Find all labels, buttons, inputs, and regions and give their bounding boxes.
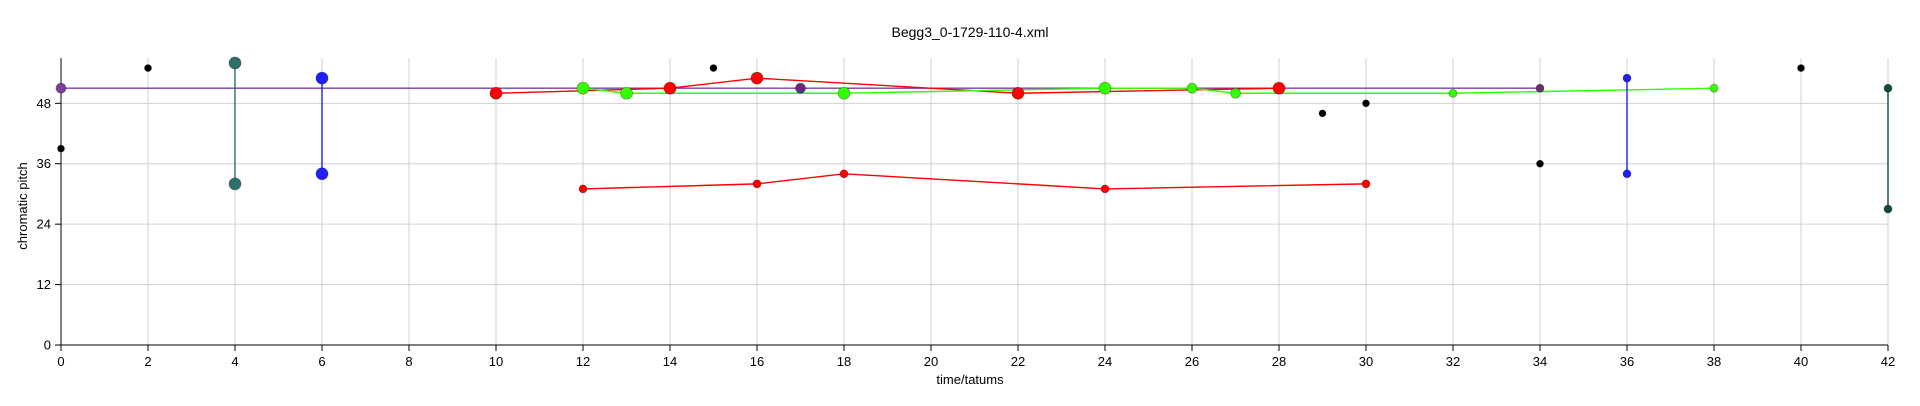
data-point-32 xyxy=(1318,109,1327,118)
data-point-12 xyxy=(837,86,851,100)
data-point-25 xyxy=(1622,73,1632,83)
data-point-30 xyxy=(144,64,152,72)
x-tick-label: 40 xyxy=(1794,354,1808,369)
data-point-19 xyxy=(752,179,762,189)
x-tick-label: 14 xyxy=(663,354,677,369)
x-tick-label: 10 xyxy=(489,354,503,369)
data-point-23 xyxy=(795,82,806,94)
data-point-27 xyxy=(1883,83,1893,93)
x-tick-label: 22 xyxy=(1011,354,1025,369)
data-point-34 xyxy=(1536,159,1544,168)
data-point-22 xyxy=(1361,179,1371,189)
data-point-14 xyxy=(1186,82,1198,94)
marker-layer xyxy=(55,56,1893,214)
x-tick-label: 16 xyxy=(750,354,764,369)
y-tick-label: 0 xyxy=(44,338,51,353)
data-point-4 xyxy=(315,167,329,181)
x-tick-label: 6 xyxy=(318,354,325,369)
tick-layer: 0 2 4 6 8 10 12 14 16 18 20 22 24 26 28 30 32 34 36 38 40 420… xyxy=(37,96,1896,369)
y-tick-label: 24 xyxy=(37,217,51,232)
x-tick-label: 8 xyxy=(405,354,412,369)
x-tick-label: 4 xyxy=(231,354,238,369)
x-tick-label: 38 xyxy=(1707,354,1721,369)
data-point-29 xyxy=(57,144,65,153)
axes-layer xyxy=(60,58,1888,346)
x-tick-label: 30 xyxy=(1359,354,1373,369)
data-point-6 xyxy=(663,81,677,95)
x-tick-label: 26 xyxy=(1185,354,1199,369)
grid-layer xyxy=(60,58,1889,346)
x-tick-label: 12 xyxy=(576,354,590,369)
data-point-20 xyxy=(839,169,849,179)
data-point-2 xyxy=(228,177,242,191)
data-point-24 xyxy=(1535,83,1545,93)
y-axis-label: chromatic pitch xyxy=(15,162,30,249)
x-tick-label: 2 xyxy=(144,354,151,369)
data-point-17 xyxy=(1709,83,1719,93)
series-layer xyxy=(61,63,1889,210)
data-point-18 xyxy=(578,184,588,194)
x-tick-label: 34 xyxy=(1533,354,1547,369)
data-point-28 xyxy=(1883,204,1893,214)
y-tick-label: 36 xyxy=(37,156,51,171)
x-tick-label: 18 xyxy=(837,354,851,369)
data-point-21 xyxy=(1100,184,1110,194)
data-point-10 xyxy=(576,81,590,95)
data-point-1 xyxy=(228,56,242,70)
x-tick-label: 28 xyxy=(1272,354,1286,369)
data-point-8 xyxy=(1011,86,1025,100)
data-point-31 xyxy=(709,64,718,72)
data-point-26 xyxy=(1622,169,1632,179)
y-tick-label: 12 xyxy=(37,277,51,292)
chart-title: Begg3_0-1729-110-4.xml xyxy=(892,24,1049,40)
x-tick-label: 36 xyxy=(1620,354,1634,369)
y-tick-label: 48 xyxy=(37,96,51,111)
series-line-4 xyxy=(582,87,1715,94)
series-line-3 xyxy=(495,77,1280,94)
data-point-13 xyxy=(1098,81,1112,95)
x-tick-label: 24 xyxy=(1098,354,1112,369)
data-point-35 xyxy=(1797,64,1805,72)
data-point-5 xyxy=(489,86,503,100)
data-point-11 xyxy=(620,86,633,100)
data-point-9 xyxy=(1272,81,1286,95)
series-line-5 xyxy=(582,173,1367,190)
x-tick-label: 42 xyxy=(1881,354,1895,369)
x-tick-label: 0 xyxy=(57,354,64,369)
x-tick-label: 32 xyxy=(1446,354,1460,369)
x-tick-label: 20 xyxy=(924,354,938,369)
data-point-16 xyxy=(1448,88,1458,98)
data-point-3 xyxy=(315,71,329,85)
data-point-7 xyxy=(750,71,764,85)
data-point-15 xyxy=(1230,87,1241,99)
x-axis-label: time/tatums xyxy=(936,372,1004,387)
data-point-33 xyxy=(1362,99,1370,108)
data-point-0 xyxy=(55,82,67,94)
